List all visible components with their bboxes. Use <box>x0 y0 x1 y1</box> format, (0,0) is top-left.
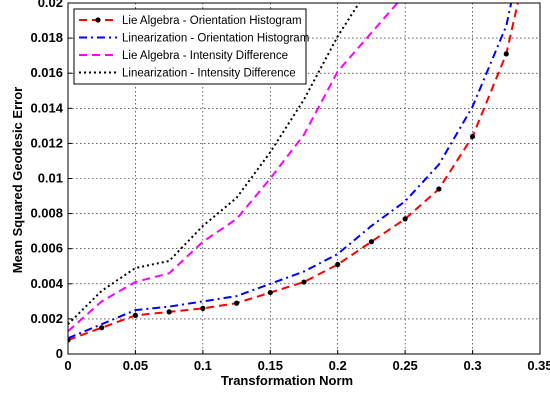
legend-label: Lie Algebra - Intensity Difference <box>122 50 288 62</box>
legend-label: Linearization - Intensity Difference <box>122 68 296 80</box>
data-point-lie-algebra-orientation-histogram <box>166 309 172 315</box>
data-point-lie-algebra-orientation-histogram <box>436 186 442 192</box>
series-line-lie-algebra-intensity-difference <box>68 3 399 332</box>
y-tick-label: 0.012 <box>30 135 63 150</box>
x-tick-label: 0.2 <box>329 358 347 373</box>
x-tick-label: 0.25 <box>392 358 417 373</box>
legend-label: Linearization - Orientation Histogram <box>122 33 309 45</box>
x-tick-label: 0.15 <box>258 358 283 373</box>
tick-layer: 0 0.05 0.1 0.15 0.2 0.25 0.3 0.35 0 0.002 0.004 0.0… <box>30 0 550 373</box>
series-line-lie-algebra-orientation-histogram <box>68 3 519 341</box>
y-tick-label: 0.006 <box>30 241 63 256</box>
series-line-linearization-intensity-difference <box>68 3 361 325</box>
y-tick-label: 0.01 <box>38 171 63 186</box>
series-line-linearization-orientation-histogram <box>68 3 513 340</box>
data-point-lie-algebra-orientation-histogram <box>503 51 509 57</box>
data-point-lie-algebra-orientation-histogram <box>132 312 139 318</box>
data-point-lie-algebra-orientation-histogram <box>402 216 408 222</box>
legend-marker <box>95 17 101 23</box>
x-tick-label: 0.35 <box>527 358 550 373</box>
data-point-lie-algebra-orientation-histogram <box>233 300 240 306</box>
data-point-lie-algebra-orientation-histogram <box>99 325 105 331</box>
data-point-lie-algebra-orientation-histogram <box>200 305 206 311</box>
y-tick-label: 0.016 <box>30 65 63 80</box>
data-point-lie-algebra-orientation-histogram <box>469 133 476 139</box>
x-axis-label: Transformation Norm <box>221 373 353 388</box>
legend: Lie Algebra - Orientation Histogram Linea… <box>73 8 309 85</box>
y-tick-label: 0.002 <box>30 311 63 326</box>
legend-box <box>73 8 307 85</box>
y-axis-label: Mean Squared Geodesic Error <box>10 87 25 273</box>
y-tick-label: 0.018 <box>30 30 63 45</box>
data-point-lie-algebra-orientation-histogram <box>335 261 341 268</box>
data-point-lie-algebra-orientation-histogram <box>301 279 307 285</box>
y-tick-label: 0.02 <box>38 0 63 10</box>
y-tick-label: 0.014 <box>30 100 63 115</box>
x-tick-label: 0 <box>64 358 71 373</box>
x-tick-label: 0.05 <box>123 358 148 373</box>
x-tick-label: 0.1 <box>194 358 212 373</box>
y-tick-label: 0.008 <box>30 206 63 221</box>
data-point-lie-algebra-orientation-histogram <box>267 289 273 296</box>
y-tick-label: 0 <box>56 346 63 361</box>
x-tick-label: 0.3 <box>464 358 482 373</box>
legend-label: Lie Algebra - Orientation Histogram <box>122 15 302 27</box>
y-tick-label: 0.004 <box>30 276 63 291</box>
data-point-lie-algebra-orientation-histogram <box>368 239 375 245</box>
series-layer <box>68 3 519 343</box>
